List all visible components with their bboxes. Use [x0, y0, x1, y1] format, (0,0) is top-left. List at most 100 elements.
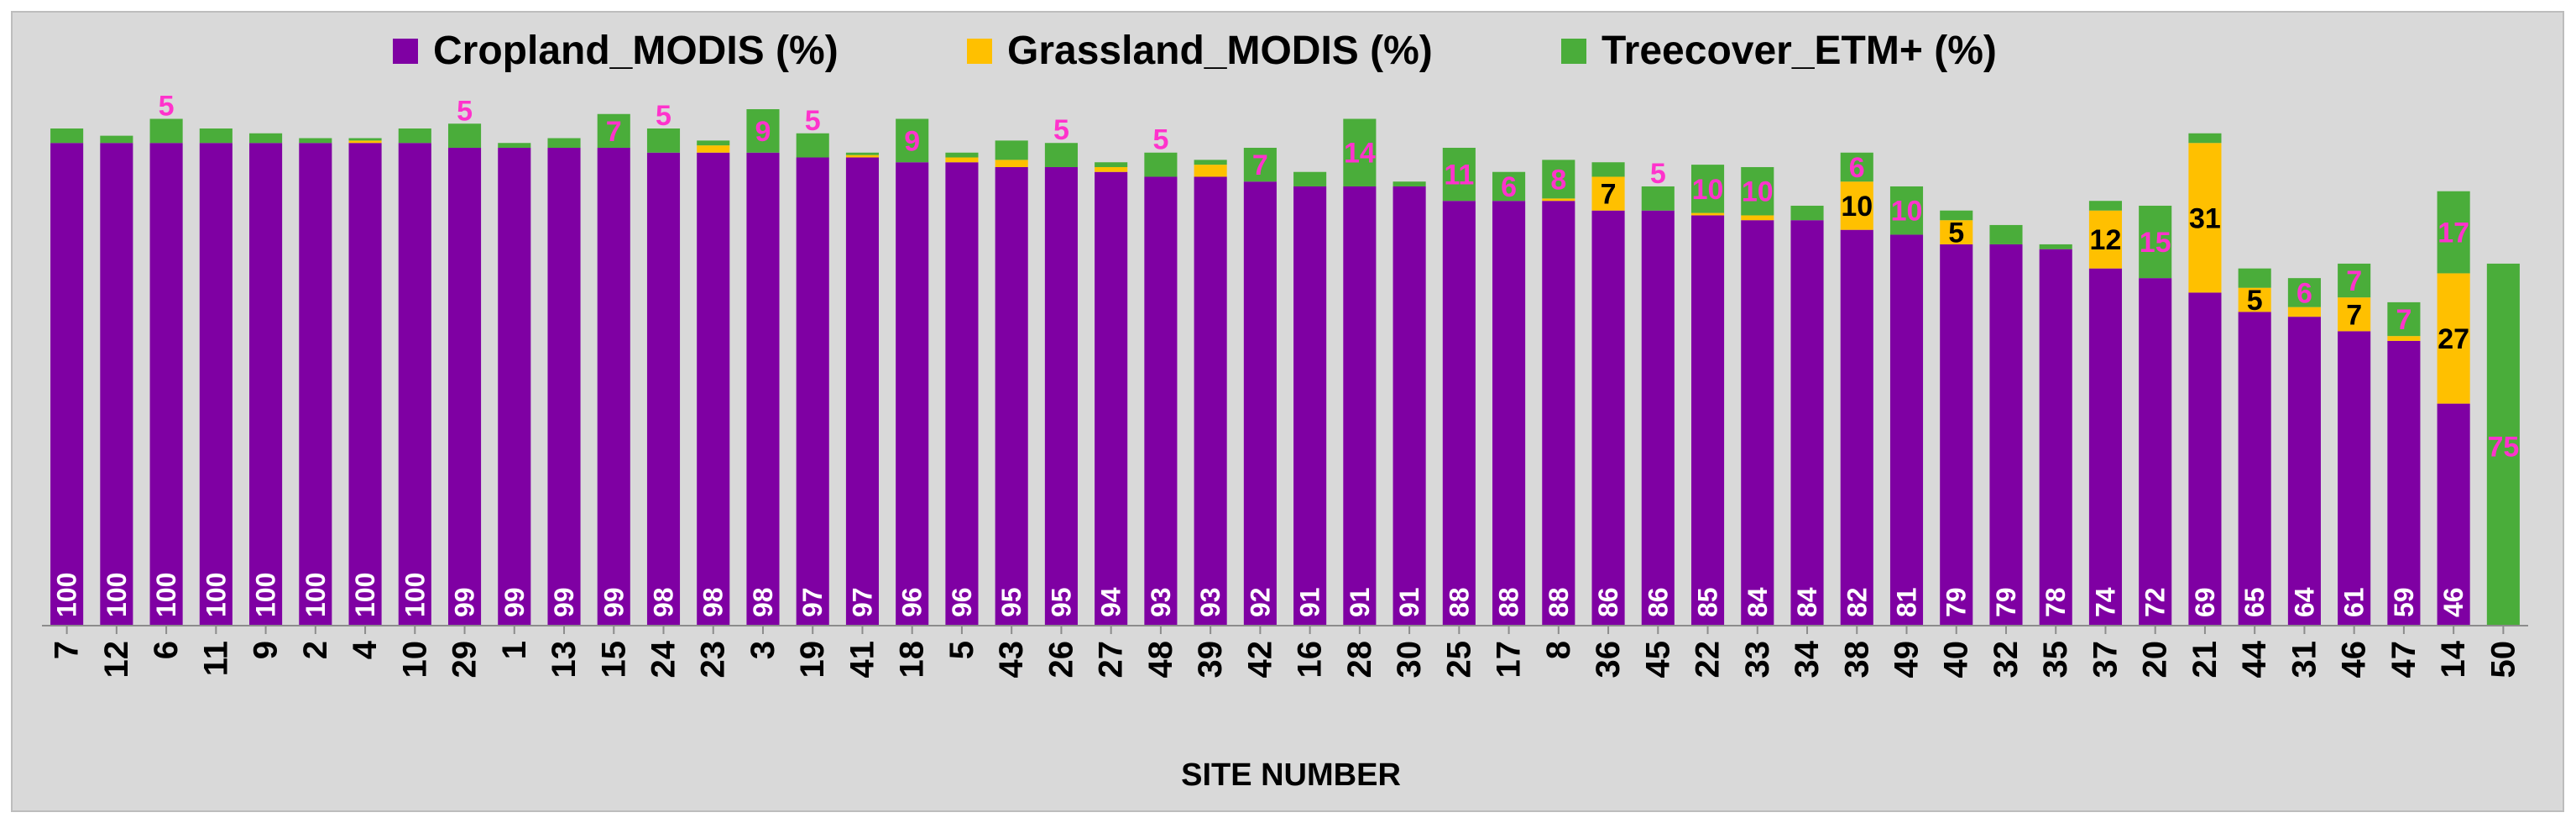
data-label-cropland-modis-site-10: 100: [400, 573, 430, 617]
x-tick-label-site-34: 34: [1789, 640, 1826, 678]
legend-label-grassland-modis: Grassland_MODIS (%): [1007, 29, 1433, 73]
data-label-cropland-modis-site-20: 72: [2140, 587, 2171, 617]
data-label-cropland-modis-site-27: 94: [1096, 587, 1126, 617]
bar-segment-treecover-etm-site-1: [498, 143, 531, 148]
bar-segment-treecover-etm-site-25: [1442, 147, 1476, 202]
data-label-cropland-modis-site-38: 82: [1842, 587, 1872, 617]
x-tick-group: 7 12 6 11 9 2 4 10 29 1 13 15 24 23 3 19 41 18 5 43 26 27 48 39…: [49, 626, 2521, 679]
bar-segment-cropland-modis-site-10: [398, 143, 431, 626]
bar-segment-cropland-modis-site-26: [1044, 166, 1078, 626]
x-tick-label-site-37: 37: [2087, 641, 2124, 679]
data-label-treecover-etm-site-33: 10: [1742, 176, 1774, 208]
bar-segment-cropland-modis-site-42: [1243, 181, 1277, 626]
chart-plot-panel: [11, 11, 2564, 812]
bar-segment-cropland-modis-site-25: [1442, 201, 1476, 626]
data-label-cropland-modis-site-31: 64: [2289, 587, 2319, 617]
bar-segment-treecover-etm-site-39: [1194, 160, 1227, 165]
bar-segment-cropland-modis-site-13: [547, 147, 581, 626]
data-label-cropland-modis-site-45: 86: [1643, 587, 1673, 617]
legend-label-treecover-etm: Treecover_ETM+ (%): [1602, 29, 1997, 73]
data-label-cropland-modis-site-46: 61: [2339, 587, 2370, 617]
bar-segment-treecover-etm-site-30: [1393, 181, 1426, 186]
bar-segment-treecover-etm-site-32: [1989, 224, 2023, 244]
data-label-cropland-modis-site-25: 88: [1444, 587, 1474, 617]
bar-segment-grassland-modis-site-5: [945, 157, 979, 163]
bar-segment-cropland-modis-site-18: [896, 162, 929, 626]
x-tick-label-site-17: 17: [1491, 641, 1528, 679]
bar-segment-cropland-modis-site-24: [646, 152, 681, 626]
data-label-grassland-modis-site-36: 7: [1601, 179, 1617, 211]
bar-segment-treecover-etm-site-20: [2139, 205, 2172, 279]
bar-segment-cropland-modis-site-28: [1343, 186, 1377, 626]
bar-segment-grassland-modis-site-46: [2338, 297, 2371, 332]
bars-group: [50, 109, 2520, 626]
data-label-treecover-etm-site-8: 8: [1550, 164, 1566, 196]
data-label-treecover-etm-site-15: 7: [606, 116, 622, 148]
legend-swatch-grassland-modis: [967, 39, 992, 64]
x-tick-label-site-24: 24: [645, 640, 682, 678]
legend-swatch-cropland-modis: [393, 39, 418, 64]
data-label-treecover-etm-site-46: 7: [2346, 265, 2362, 297]
data-label-treecover-etm-site-22: 10: [1692, 174, 1724, 206]
legend: Cropland_MODIS (%) Grassland_MODIS (%) Tre…: [393, 29, 1997, 73]
bar-segment-treecover-etm-site-49: [1889, 186, 1924, 235]
bar-segment-cropland-modis-site-22: [1690, 215, 1725, 626]
data-label-treecover-etm-site-18: 9: [904, 125, 920, 157]
data-label-treecover-etm-site-17: 6: [1501, 171, 1517, 203]
x-tick-label-site-48: 48: [1142, 641, 1179, 679]
bar-segment-cropland-modis-site-30: [1393, 186, 1426, 626]
x-tick-label-site-6: 6: [148, 641, 185, 659]
data-label-treecover-etm-site-28: 14: [1344, 138, 1376, 170]
data-label-cropland-modis-site-21: 69: [2190, 587, 2220, 617]
bar-segment-grassland-modis-site-47: [2387, 336, 2421, 341]
x-tick-label-site-15: 15: [595, 641, 632, 679]
bar-segment-grassland-modis-site-22: [1690, 212, 1725, 216]
x-tick-label-site-4: 4: [347, 640, 384, 659]
bar-segment-grassland-modis-site-21: [2188, 143, 2222, 293]
bar-segment-cropland-modis-site-5: [945, 162, 979, 626]
bar-segment-grassland-modis-site-36: [1591, 176, 1625, 211]
x-tick-label-site-40: 40: [1938, 641, 1975, 679]
bar-segment-treecover-etm-site-34: [1790, 205, 1824, 221]
x-tick-label-site-21: 21: [2187, 641, 2223, 679]
data-label-cropland-modis-site-7: 100: [52, 573, 82, 617]
data-label-cropland-modis-site-2: 100: [300, 573, 331, 617]
data-label-cropland-modis-site-40: 79: [1941, 587, 1972, 617]
x-tick-label-site-39: 39: [1192, 641, 1229, 679]
data-label-cropland-modis-site-19: 97: [797, 587, 828, 617]
bar-segment-treecover-etm-site-11: [199, 128, 233, 144]
x-tick-label-site-43: 43: [993, 641, 1030, 679]
bar-segment-treecover-etm-site-46: [2338, 263, 2371, 298]
bar-segment-treecover-etm-site-31: [2287, 278, 2321, 307]
data-label-cropland-modis-site-44: 65: [2239, 587, 2270, 617]
x-tick-label-site-18: 18: [894, 641, 931, 679]
bar-segment-cropland-modis-site-49: [1889, 234, 1924, 626]
x-tick-label-site-27: 27: [1093, 641, 1130, 679]
x-tick-label-site-45: 45: [1639, 641, 1676, 679]
x-tick-label-site-8: 8: [1540, 641, 1577, 659]
bar-segment-treecover-etm-site-24: [646, 128, 681, 153]
data-label-treecover-etm-site-20: 15: [2140, 227, 2171, 259]
bar-segment-treecover-etm-site-27: [1095, 162, 1128, 167]
bar-segment-grassland-modis-site-33: [1741, 215, 1774, 221]
bar-segment-cropland-modis-site-37: [2088, 268, 2123, 626]
x-tick-label-site-30: 30: [1391, 641, 1428, 679]
x-tick-label-site-35: 35: [2037, 641, 2074, 679]
bar-segment-treecover-etm-site-19: [796, 133, 829, 158]
x-tick-label-site-7: 7: [49, 641, 86, 659]
data-label-cropland-modis-site-4: 100: [350, 573, 380, 617]
data-label-treecover-etm-site-26: 5: [1053, 114, 1069, 146]
data-label-cropland-modis-site-36: 86: [1593, 587, 1623, 617]
bar-segment-grassland-modis-site-39: [1194, 165, 1227, 177]
bar-segment-grassland-modis-site-23: [697, 145, 730, 153]
bar-segment-cropland-modis-site-14: [2437, 403, 2470, 626]
bar-segment-cropland-modis-site-38: [1840, 229, 1873, 626]
x-tick-label-site-9: 9: [248, 641, 285, 659]
data-label-cropland-modis-site-28: 91: [1345, 587, 1375, 617]
data-label-treecover-etm-site-49: 10: [1891, 196, 1923, 228]
data-label-grassland-modis-site-37: 12: [2090, 224, 2122, 256]
data-label-treecover-etm-site-42: 7: [1252, 149, 1268, 181]
x-tick-label-site-22: 22: [1690, 641, 1727, 679]
bar-segment-treecover-etm-site-21: [2188, 133, 2222, 144]
data-label-treecover-etm-site-48: 5: [1152, 124, 1168, 156]
